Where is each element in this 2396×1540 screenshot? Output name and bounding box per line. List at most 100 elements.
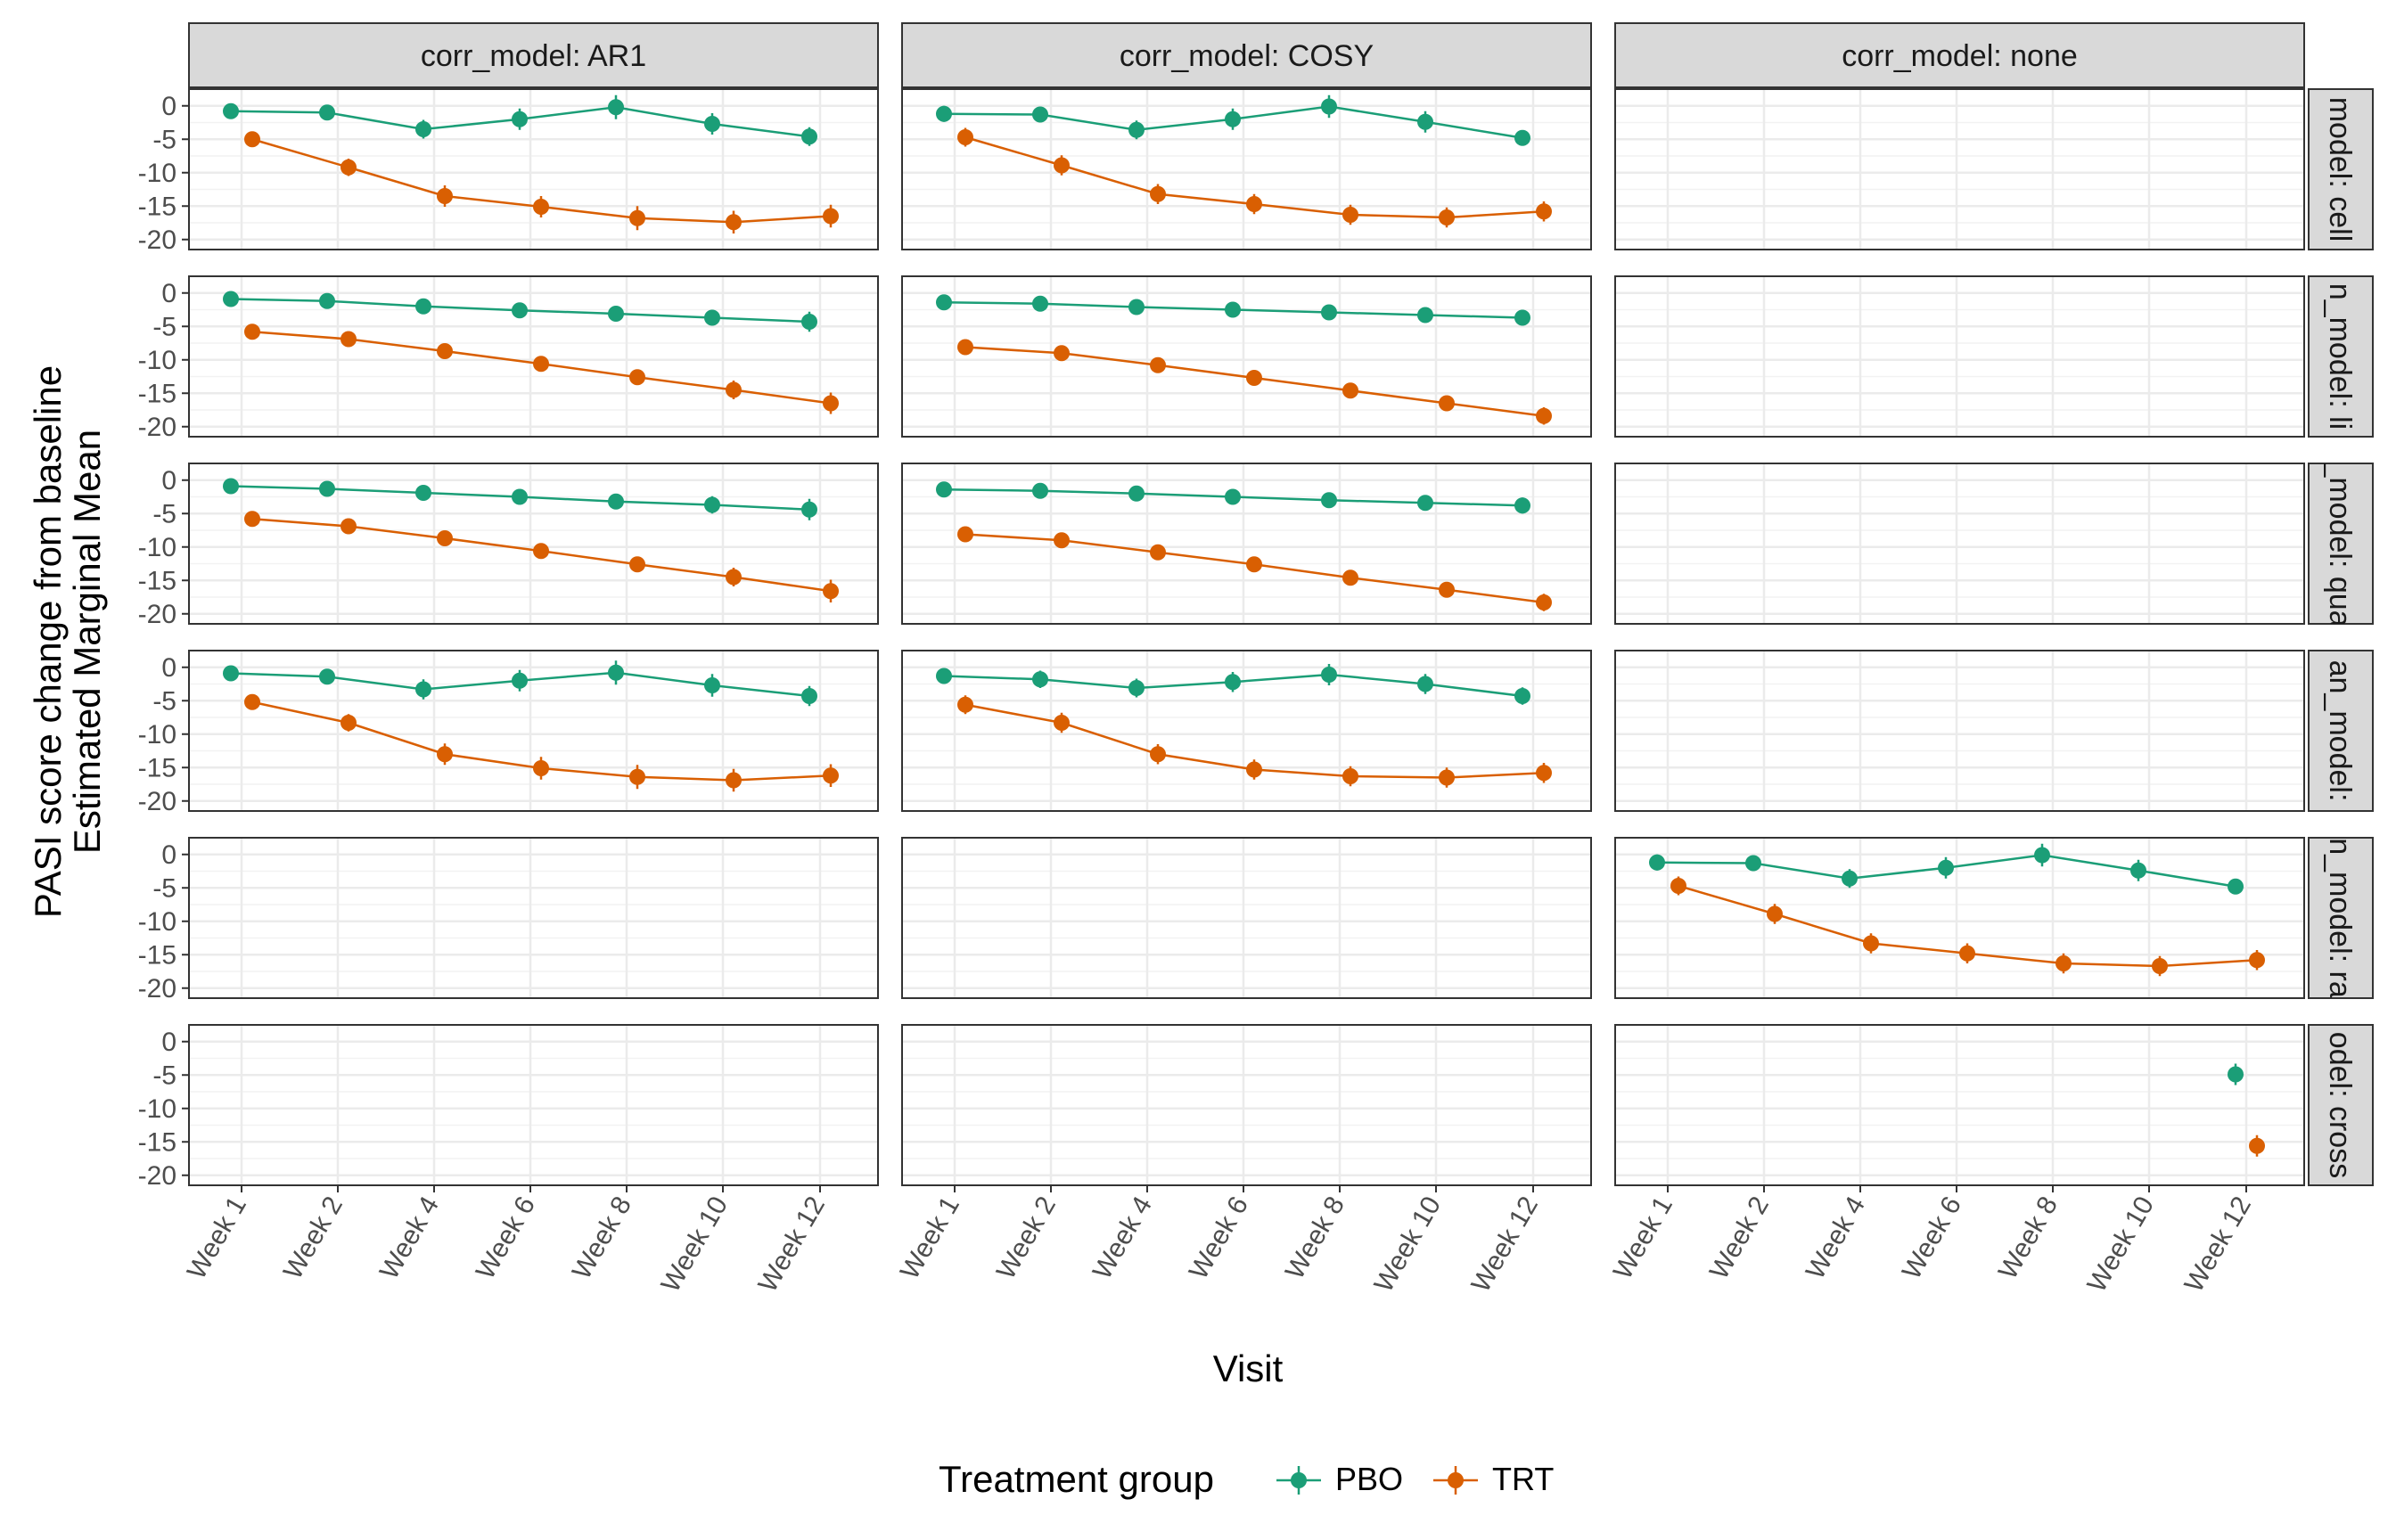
data-point-trt	[1150, 544, 1166, 561]
data-point-pbo	[512, 488, 528, 505]
data-point-pbo	[1514, 688, 1530, 704]
panel-border	[1614, 1024, 2305, 1186]
y-tick-label: -10	[138, 346, 176, 375]
panel-border	[188, 837, 879, 999]
row-strip-label: n_model: li	[2323, 283, 2357, 430]
data-point-pbo	[608, 99, 624, 116]
y-axis-title-line-1: PASI score change from baseline	[27, 365, 69, 918]
panel-background	[902, 1025, 1591, 1185]
column-strip	[188, 22, 879, 88]
data-point-pbo	[1417, 307, 1433, 324]
panel-background	[189, 1025, 878, 1185]
data-point-pbo	[2034, 847, 2050, 864]
data-point-trt	[244, 324, 260, 340]
y-tick-label: -20	[138, 413, 176, 442]
data-point-trt	[437, 188, 453, 204]
y-tick-label: -15	[138, 1127, 176, 1157]
legend: Treatment group PBO TRT	[939, 1458, 1554, 1500]
x-tick-label: Week 1	[1608, 1192, 1678, 1284]
data-point-trt	[244, 693, 260, 710]
data-point-trt	[1054, 532, 1070, 549]
y-tick-label: -5	[152, 873, 176, 903]
data-point-trt	[1342, 569, 1358, 586]
y-tick-label: 0	[161, 279, 176, 308]
panels-layer: corr_model: AR1 corr_model: COSY corr_mode…	[138, 22, 2374, 1298]
data-point-pbo	[704, 116, 720, 132]
data-point-pbo	[801, 501, 817, 518]
y-tick-label: -20	[138, 225, 176, 255]
data-point-pbo	[1225, 674, 1241, 691]
data-point-trt	[1439, 209, 1455, 225]
panel-border	[188, 650, 879, 812]
column-strip-label: corr_model: COSY	[1120, 39, 1374, 73]
data-point-trt	[629, 556, 645, 573]
legend-key-trt-point	[1448, 1472, 1464, 1488]
panel-background	[1615, 463, 2304, 624]
data-point-pbo	[2130, 862, 2146, 879]
column-strip-label: corr_model: AR1	[421, 39, 646, 73]
data-point-pbo	[223, 102, 239, 119]
y-tick-label: -5	[152, 312, 176, 341]
row-strip	[2308, 88, 2374, 250]
y-tick-label: -10	[138, 1094, 176, 1124]
panel-background	[902, 651, 1591, 811]
data-point-trt	[1342, 382, 1358, 399]
data-point-pbo	[1842, 870, 1858, 887]
y-tick-label: -5	[152, 125, 176, 154]
row-strip	[2308, 463, 2374, 625]
data-point-pbo	[2228, 878, 2244, 895]
data-point-pbo	[512, 111, 528, 127]
legend-label-trt: TRT	[1492, 1461, 1554, 1497]
data-point-trt	[2249, 952, 2265, 969]
data-point-trt	[1342, 207, 1358, 223]
x-tick-label: Week 6	[1897, 1192, 1967, 1284]
y-tick-label: 0	[161, 653, 176, 683]
data-point-pbo	[1514, 129, 1530, 146]
data-point-trt	[1439, 769, 1455, 786]
data-point-trt	[1863, 935, 1879, 952]
panel-background	[1615, 651, 2304, 811]
panel-background	[1615, 89, 2304, 250]
y-tick-label: -15	[138, 566, 176, 595]
data-point-pbo	[1417, 676, 1433, 692]
y-axis-title-line-2: Estimated Marginal Mean	[66, 430, 108, 854]
panel-border	[1614, 275, 2305, 438]
row-strip-label: an_model:	[2323, 660, 2357, 802]
panel-background	[1615, 1025, 2304, 1185]
data-point-pbo	[608, 306, 624, 322]
y-tick-label: -15	[138, 753, 176, 782]
data-point-pbo	[223, 291, 239, 307]
x-tick-label: Week 6	[1184, 1192, 1254, 1284]
y-tick-label: -5	[152, 1061, 176, 1090]
panel-border	[901, 837, 1592, 999]
panel-background	[902, 463, 1591, 624]
x-tick-label: Week 10	[1369, 1192, 1448, 1298]
panel-background	[189, 838, 878, 998]
data-point-trt	[1054, 345, 1070, 362]
data-point-trt	[823, 395, 839, 412]
y-tick-label: -20	[138, 787, 176, 816]
data-point-pbo	[1032, 671, 1048, 688]
data-point-trt	[341, 159, 357, 176]
panel-background	[1615, 276, 2304, 437]
data-point-pbo	[1032, 482, 1048, 499]
data-point-trt	[1536, 765, 1552, 782]
data-point-pbo	[1032, 106, 1048, 123]
panel-border	[901, 275, 1592, 438]
legend-label-pbo: PBO	[1335, 1461, 1403, 1497]
data-point-trt	[629, 768, 645, 785]
y-tick-label: 0	[161, 840, 176, 870]
x-tick-label: Week 4	[1087, 1192, 1158, 1284]
data-point-pbo	[1417, 113, 1433, 130]
data-point-trt	[1246, 761, 1262, 778]
data-point-trt	[1150, 356, 1166, 373]
data-point-trt	[1054, 715, 1070, 731]
x-tick-label: Week 12	[753, 1192, 832, 1298]
data-point-pbo	[936, 105, 952, 122]
data-point-pbo	[1032, 295, 1048, 312]
data-point-trt	[244, 511, 260, 528]
legend-title: Treatment group	[939, 1458, 1214, 1500]
data-point-pbo	[512, 672, 528, 689]
x-tick-label: Week 6	[471, 1192, 541, 1284]
